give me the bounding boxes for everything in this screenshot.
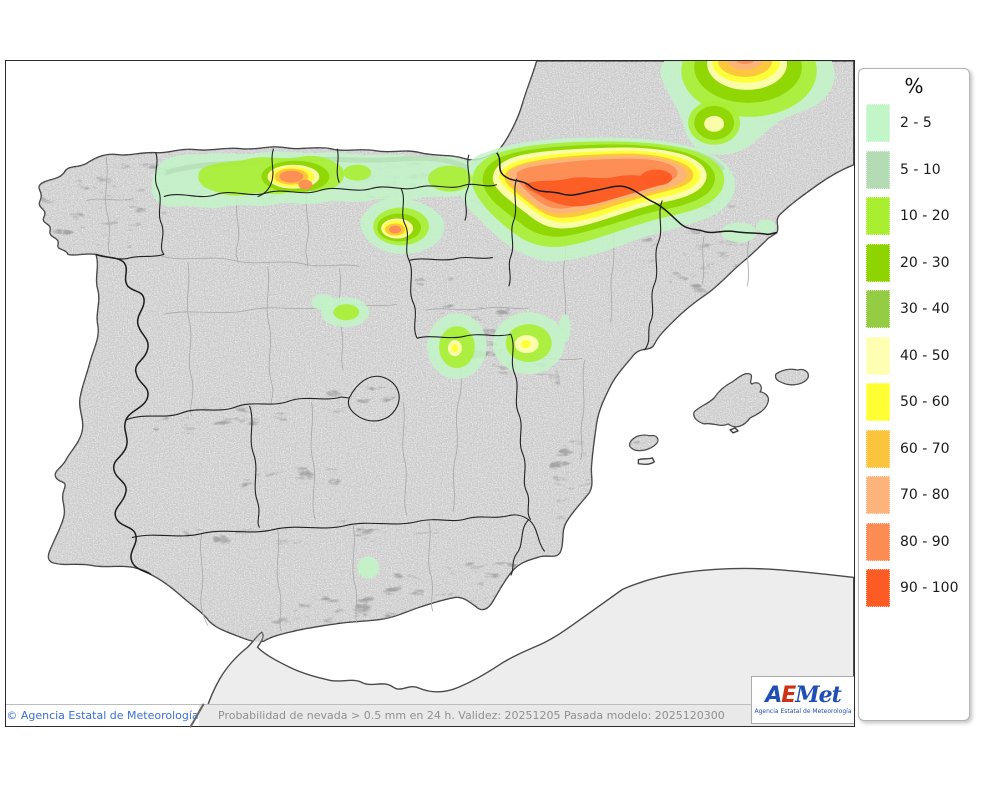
- legend-range-label: 50 - 60: [900, 394, 950, 411]
- legend-range-label: 70 - 80: [900, 487, 950, 504]
- legend-row: 70 - 80: [859, 472, 969, 519]
- national-borders: [95, 152, 778, 576]
- legend-color-swatch: [866, 150, 890, 189]
- map-caption: Probabilidad de nevada > 0.5 mm en 24 h.…: [218, 709, 725, 722]
- map-frame: © Agencia Estatal de Meteorología Probab…: [5, 60, 855, 728]
- legend-range-label: 80 - 90: [900, 533, 950, 550]
- aemet-logo-word: AEMet: [765, 682, 842, 708]
- legend-row: 20 - 30: [859, 240, 969, 287]
- legend-range-label: 30 - 40: [900, 301, 950, 318]
- legend-range-label: 60 - 70: [900, 440, 950, 457]
- legend-range-label: 10 - 20: [900, 208, 950, 225]
- legend-row: 30 - 40: [859, 286, 969, 333]
- legend-row: 60 - 70: [859, 426, 969, 473]
- legend-title: %: [904, 74, 924, 98]
- legend-color-swatch: [866, 197, 890, 236]
- legend-row: 5 - 10: [859, 147, 969, 194]
- legend-row: 80 - 90: [859, 519, 969, 566]
- legend-row: 40 - 50: [859, 333, 969, 380]
- legend-range-label: 20 - 30: [900, 254, 950, 271]
- aemet-logo: AEMet Agencia Estatal de Meteorología: [751, 676, 854, 724]
- legend-color-swatch: [866, 383, 890, 422]
- legend-color-swatch: [866, 104, 890, 143]
- logo-letter-a: A: [765, 683, 782, 708]
- legend-items: 2 - 5 5 - 10 10 - 20 20 - 30 30 - 40 40 …: [859, 100, 969, 612]
- aemet-logo-caption: Agencia Estatal de Meteorología: [754, 708, 852, 715]
- footer-bar: © Agencia Estatal de Meteorología Probab…: [6, 703, 854, 728]
- legend-color-swatch: [866, 290, 890, 329]
- legend-panel: % 2 - 5 5 - 10 10 - 20 20 - 30 30 - 40 4…: [858, 68, 970, 721]
- copyright-label: © Agencia Estatal de Meteorología: [6, 705, 199, 726]
- legend-color-swatch: [866, 429, 890, 468]
- snow-probability-map: [6, 61, 854, 726]
- legend-row: 10 - 20: [859, 193, 969, 240]
- legend-color-swatch: [866, 476, 890, 515]
- legend-color-swatch: [866, 569, 890, 608]
- legend-range-label: 90 - 100: [900, 580, 959, 597]
- legend-range-label: 5 - 10: [900, 161, 941, 178]
- legend-row: 50 - 60: [859, 379, 969, 426]
- legend-row: 2 - 5: [859, 100, 969, 147]
- legend-color-swatch: [866, 336, 890, 375]
- region-borders: [95, 148, 663, 576]
- logo-letters-met: Met: [795, 682, 842, 708]
- legend-color-swatch: [866, 522, 890, 561]
- legend-range-label: 2 - 5: [900, 115, 932, 132]
- logo-letter-e: E: [781, 683, 796, 708]
- legend-row: 90 - 100: [859, 565, 969, 612]
- legend-range-label: 40 - 50: [900, 347, 950, 364]
- legend-color-swatch: [866, 243, 890, 282]
